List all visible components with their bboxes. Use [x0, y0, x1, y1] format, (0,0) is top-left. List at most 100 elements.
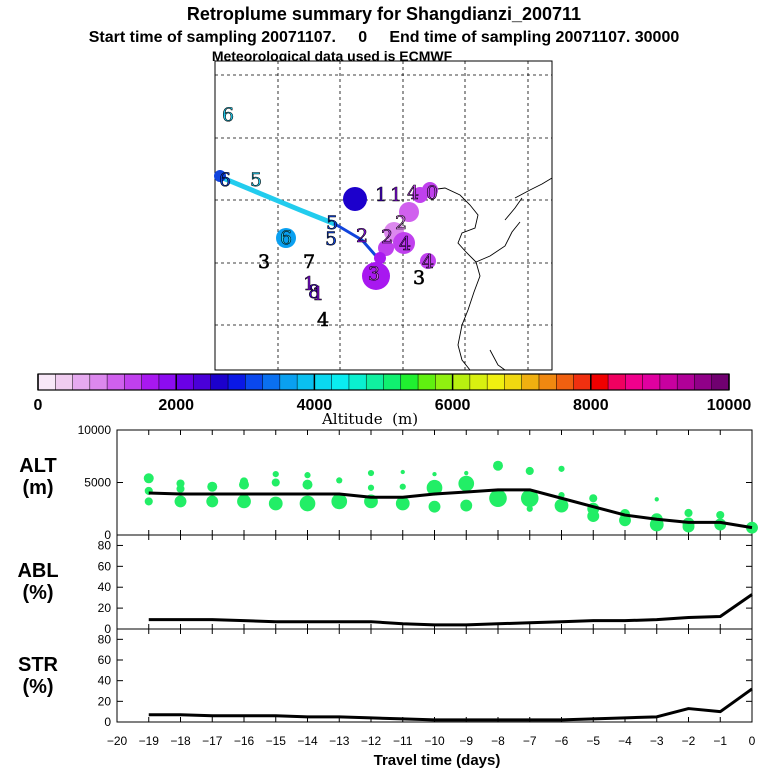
- alt-scatter-point: [144, 497, 153, 506]
- plume-blob: [420, 253, 436, 269]
- map-day-label: 1: [390, 184, 402, 206]
- panel-alt: ALT(m) 0 5000 10000: [19, 423, 758, 542]
- colorbar-swatch: [279, 374, 298, 390]
- alt-scatter-point: [654, 497, 659, 502]
- alt-scatter-point: [619, 514, 631, 527]
- x-tick-label: −20: [107, 734, 128, 748]
- alt-scatter-point: [299, 495, 316, 512]
- colorbar-swatch: [366, 374, 384, 390]
- y-tick-label: 0: [104, 528, 111, 542]
- alt-scatter-point: [268, 496, 283, 511]
- plume-blob: [343, 187, 367, 211]
- x-tick-label: −17: [202, 734, 223, 748]
- colorbar-swatch: [521, 374, 540, 390]
- y-tick-label: 80: [98, 632, 112, 646]
- y-tick-label: 60: [98, 653, 112, 667]
- alt-scatter-point: [526, 505, 533, 512]
- x-tick-label: −8: [491, 734, 505, 748]
- colorbar-tick-label: 10000: [707, 397, 752, 414]
- map-day-label: 6: [222, 104, 234, 126]
- colorbar-swatch: [176, 374, 194, 390]
- x-tick-label: −1: [713, 734, 727, 748]
- colorbar-swatch: [400, 374, 419, 390]
- alt-scatter-point: [589, 494, 598, 503]
- colorbar-swatch: [694, 374, 713, 390]
- map-day-label: 2: [381, 226, 393, 248]
- x-tick-label: −2: [682, 734, 696, 748]
- colorbar-swatch: [418, 374, 436, 390]
- y-axis-label: (%): [22, 676, 53, 698]
- y-tick-label: 0: [104, 622, 111, 636]
- y-tick-label: 5000: [84, 476, 111, 490]
- x-axis-label: Travel time (days): [374, 752, 501, 768]
- alt-scatter-point: [143, 473, 154, 484]
- x-tick-label: −16: [234, 734, 255, 748]
- alt-scatter-point: [400, 469, 405, 475]
- alt-scatter-point: [432, 471, 437, 477]
- colorbar-tick-label: 4000: [297, 397, 333, 414]
- alt-scatter-point: [716, 511, 725, 520]
- map-day-label: 6: [219, 169, 231, 191]
- y-tick-label: 60: [98, 559, 112, 573]
- alt-scatter-point: [367, 469, 375, 477]
- alt-scatter-point: [428, 500, 441, 513]
- plume-blob: [362, 262, 390, 290]
- colorbar-swatch: [210, 374, 229, 390]
- y-tick-label: 20: [98, 694, 112, 708]
- alt-scatter-point: [176, 484, 185, 493]
- alt-scatter-point: [464, 470, 469, 476]
- map-day-label: 2: [356, 225, 368, 247]
- alt-scatter-point: [525, 466, 534, 476]
- colorbar-swatch: [193, 374, 212, 390]
- x-tick-label: −10: [424, 734, 445, 748]
- colorbar-swatch: [262, 374, 281, 390]
- map-day-label: 3: [258, 251, 270, 273]
- y-axis-label: (m): [22, 477, 53, 499]
- colorbar-swatch: [228, 374, 246, 390]
- map-day-label: 5: [326, 212, 338, 234]
- colorbar-swatch: [72, 374, 91, 390]
- colorbar-swatch: [89, 374, 108, 390]
- alt-scatter-point: [304, 472, 311, 479]
- x-tick-label: −9: [459, 734, 473, 748]
- y-axis-label: ALT: [19, 455, 56, 477]
- y-tick-label: 20: [98, 601, 112, 615]
- str-series-line: [148, 687, 753, 722]
- colorbar-tick-label: 2000: [158, 397, 194, 414]
- colorbar-swatch: [590, 374, 609, 390]
- trajectory-track: [215, 173, 378, 258]
- y-axis-label: (%): [22, 582, 53, 604]
- x-tick-label: −4: [618, 734, 632, 748]
- colorbar-swatch: [677, 374, 695, 390]
- map-day-label: 4: [422, 251, 434, 273]
- colorbar-tick-label: 8000: [573, 397, 609, 414]
- alt-scatter-point: [302, 479, 313, 490]
- map-day-label: 2: [395, 212, 407, 234]
- alt-scatter-point: [271, 478, 280, 487]
- y-tick-label: 40: [98, 674, 112, 688]
- plume-blob: [276, 228, 296, 248]
- map-day-label: 1: [312, 283, 324, 305]
- colorbar-swatch: [573, 374, 592, 390]
- alt-scatter-point: [207, 481, 218, 492]
- alt-scatter-point: [426, 479, 443, 496]
- alt-scatter-point: [331, 493, 348, 510]
- alt-scatter-point: [237, 494, 251, 509]
- alt-scatter-point: [520, 489, 539, 508]
- title-line3: Meteorological data used is ECMWF: [212, 48, 453, 64]
- colorbar-swatch: [55, 374, 74, 390]
- alt-scatter-point: [272, 471, 279, 478]
- colorbar-swatch: [487, 374, 505, 390]
- y-axis-label: STR: [18, 654, 59, 676]
- alt-scatter-point: [458, 475, 475, 492]
- x-tick-label: −14: [297, 734, 318, 748]
- alt-scatter-point: [460, 499, 473, 512]
- y-tick-label: 40: [98, 580, 112, 594]
- x-tick-label: −12: [361, 734, 382, 748]
- colorbar-swatch: [556, 374, 575, 390]
- abl-series-line: [148, 593, 753, 627]
- colorbar-swatch: [38, 374, 56, 390]
- plume-blob: [399, 202, 419, 222]
